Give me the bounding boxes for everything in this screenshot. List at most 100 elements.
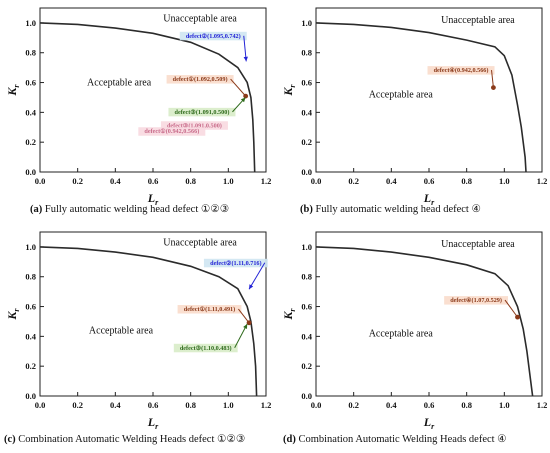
chart-a: 0.0 0.2 0.4 0.6 0.8 1.0 1.20.00.20.40.60.81.0L… <box>5 7 272 207</box>
defect-label-bg <box>160 121 228 130</box>
defect-point <box>246 320 252 326</box>
x-tick-label: 0.8 <box>461 176 472 186</box>
y-axis-label-sub: r <box>12 84 21 88</box>
chart-d: 0.0 0.2 0.4 0.6 0.8 1.0 1.2 0.0 0.2 0.4 0.6 0.8 1.0 L… <box>281 231 548 431</box>
defect-arrowhead <box>243 323 248 329</box>
acceptable-area-label: Acceptable area <box>89 325 154 336</box>
defect-label-bg <box>179 31 247 41</box>
defect-leader-line <box>504 299 518 318</box>
defect-label: defect②(1.11,0.716) <box>210 260 261 267</box>
y-tick-label: 0.2 <box>25 361 36 371</box>
defect-label: defect③(1.10,0.483) <box>180 345 232 352</box>
unacceptable-area-label: Unacceptable area <box>441 239 515 250</box>
y-tick-label: 0.0 <box>301 167 312 177</box>
y-tick-label: 1.0 <box>301 242 312 252</box>
defect-label-bg <box>168 107 236 117</box>
y-axis-label: Kr <box>281 308 297 321</box>
defect-arrowhead <box>243 56 248 62</box>
x-tick-label: 0.0 <box>35 400 46 410</box>
chart-b: 0.0 0.2 0.4 0.6 0.8 1.0 1.20.00.20.40.60.81.0L… <box>281 7 548 207</box>
y-tick-label: 0.8 <box>25 272 36 282</box>
defect-label: defect①(0.942,0.566) <box>144 128 199 135</box>
fad-curve <box>39 22 256 173</box>
y-tick-label: 0.8 <box>301 48 312 58</box>
y-tick-label: 0.8 <box>301 272 312 282</box>
y-tick-label: 0.4 <box>25 107 36 117</box>
y-tick-label: 1.0 <box>301 18 312 28</box>
y-tick-label: 0.0 <box>301 391 312 401</box>
x-tick-label: 0.0 <box>35 176 46 186</box>
chart-c: 0.0 0.2 0.4 0.6 0.8 1.0 1.2 0.0 0.2 0.4 0.6 0.8 1.0 L… <box>5 231 272 431</box>
defect-label-bg <box>173 343 238 353</box>
acceptable-area-label: Acceptable area <box>369 328 434 339</box>
x-tick-label: 0.4 <box>386 400 397 410</box>
y-axis-label: Kr <box>5 84 21 97</box>
caption-c: (c) Combination Automatic Welding Heads … <box>4 434 246 445</box>
caption-d: (d) Combination Automatic Welding Heads … <box>283 434 507 445</box>
x-tick-label: 0.4 <box>110 400 121 410</box>
y-tick-label: 1.0 <box>25 18 36 28</box>
x-tick-label: 1.2 <box>261 400 272 410</box>
fad-curve <box>39 246 258 397</box>
x-axis-label-sub: r <box>431 198 435 207</box>
defect-arrowhead <box>249 284 254 290</box>
unacceptable-area-label: Unacceptable area <box>163 237 237 248</box>
defect-label-bg <box>203 258 268 268</box>
unacceptable-area-label: Unacceptable area <box>163 13 237 24</box>
defect-label-bg <box>444 296 509 305</box>
x-tick-label: 1.2 <box>537 176 548 186</box>
x-tick-label: 1.0 <box>499 400 510 410</box>
defect-label-bg <box>166 75 234 84</box>
y-axis-label: Kr <box>5 308 21 321</box>
fad-curve <box>315 22 527 173</box>
x-tick-label: 0.4 <box>386 176 397 186</box>
x-tick-label: 0.8 <box>185 400 196 410</box>
unacceptable-area-label: Unacceptable area <box>441 15 515 26</box>
defect-label: defect④(0.942,0.566) <box>434 67 489 74</box>
x-axis-label: Lr <box>423 415 435 431</box>
x-tick-label: 0.8 <box>185 176 196 186</box>
defect-point <box>515 314 520 320</box>
x-tick-label: 0.6 <box>148 400 159 410</box>
y-tick-label: 0.4 <box>301 331 312 341</box>
y-tick-label: 0.2 <box>301 137 312 147</box>
defect-label: defect③(1.091,0.500) <box>175 109 230 116</box>
defect-leader-line <box>248 262 266 290</box>
x-tick-label: 0.6 <box>424 400 435 410</box>
y-tick-label: 1.0 <box>25 242 36 252</box>
caption-b: (b) Fully automatic welding head defect … <box>300 204 481 215</box>
y-tick-label: 0.4 <box>301 107 312 117</box>
x-axis-label: Lr <box>147 415 159 431</box>
x-tick-label: 1.0 <box>499 176 510 186</box>
x-tick-label: 0.2 <box>348 400 359 410</box>
x-axis-label-sub: r <box>155 198 159 207</box>
x-tick-label: 0.2 <box>72 400 83 410</box>
y-tick-label: 0.6 <box>301 302 312 312</box>
defect-label: defect②(1.095,0.742) <box>186 33 241 40</box>
defect-label-bg <box>138 127 206 136</box>
x-axis-label-sub: r <box>155 422 159 431</box>
defect-arrowhead <box>240 97 246 103</box>
defect-point <box>243 93 249 99</box>
y-axis-label-sub: r <box>288 84 297 88</box>
x-tick-label: 1.2 <box>537 400 548 410</box>
defect-leader-line <box>238 308 250 324</box>
x-axis-label-sub: r <box>431 422 435 431</box>
y-axis-label: Kr <box>281 84 297 97</box>
caption-a: (a) Fully automatic welding head defect … <box>30 204 230 215</box>
defect-label: defect①(1.11,0.491) <box>184 306 235 313</box>
x-tick-label: 0.0 <box>311 176 322 186</box>
x-tick-label: 1.2 <box>261 176 272 186</box>
y-tick-label: 0.6 <box>25 78 36 88</box>
x-tick-label: 1.0 <box>223 400 234 410</box>
y-tick-label: 0.0 <box>25 391 36 401</box>
acceptable-area-label: Acceptable area <box>369 89 434 100</box>
x-tick-label: 0.2 <box>72 176 83 186</box>
defect-leader-line <box>491 70 494 88</box>
x-tick-label: 1.0 <box>223 176 234 186</box>
defect-label: defect③(1.091,0.500) <box>167 122 222 129</box>
y-tick-label: 0.4 <box>25 331 36 341</box>
defect-label: defect①(1.092,0.509) <box>173 76 228 83</box>
x-tick-label: 0.6 <box>424 176 435 186</box>
